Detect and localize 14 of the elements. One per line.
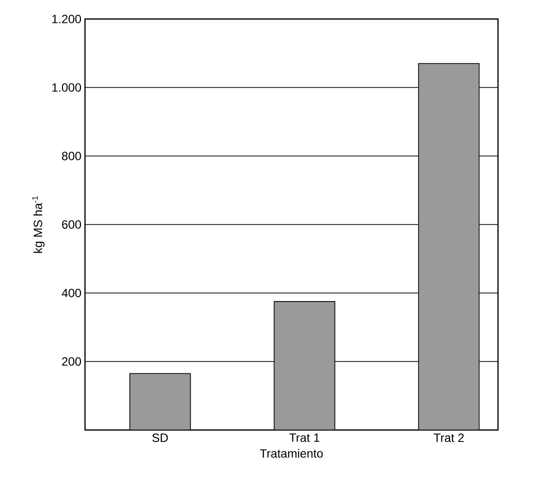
y-axis-title: kg MS ha$^{-1}$ — [32, 196, 45, 253]
y-tick-label: 800 — [62, 152, 82, 160]
bar — [129, 373, 191, 430]
y-tick-label: 1.000 — [52, 83, 82, 92]
y-tick-label: 600 — [62, 220, 82, 229]
x-tick-label: Trat 1 — [289, 434, 320, 442]
x-tick-label: SD — [152, 434, 168, 442]
x-axis-title: Tratamiento — [260, 448, 323, 458]
y-tick-label: 200 — [62, 357, 82, 366]
bar — [418, 63, 480, 430]
x-tick-label: Trat 2 — [434, 434, 464, 442]
y-tick-label: 1.200 — [52, 14, 82, 24]
y-tick-label: 400 — [62, 288, 82, 298]
bar — [274, 301, 336, 430]
